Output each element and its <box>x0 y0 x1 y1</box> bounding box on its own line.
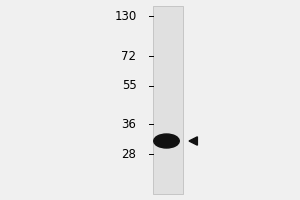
Text: 28: 28 <box>122 148 136 160</box>
Ellipse shape <box>154 134 179 148</box>
Text: 130: 130 <box>114 9 136 22</box>
Text: 72: 72 <box>122 49 136 62</box>
Polygon shape <box>189 137 197 145</box>
Text: 36: 36 <box>122 117 136 130</box>
Text: 55: 55 <box>122 79 136 92</box>
Bar <box>153 6 183 194</box>
